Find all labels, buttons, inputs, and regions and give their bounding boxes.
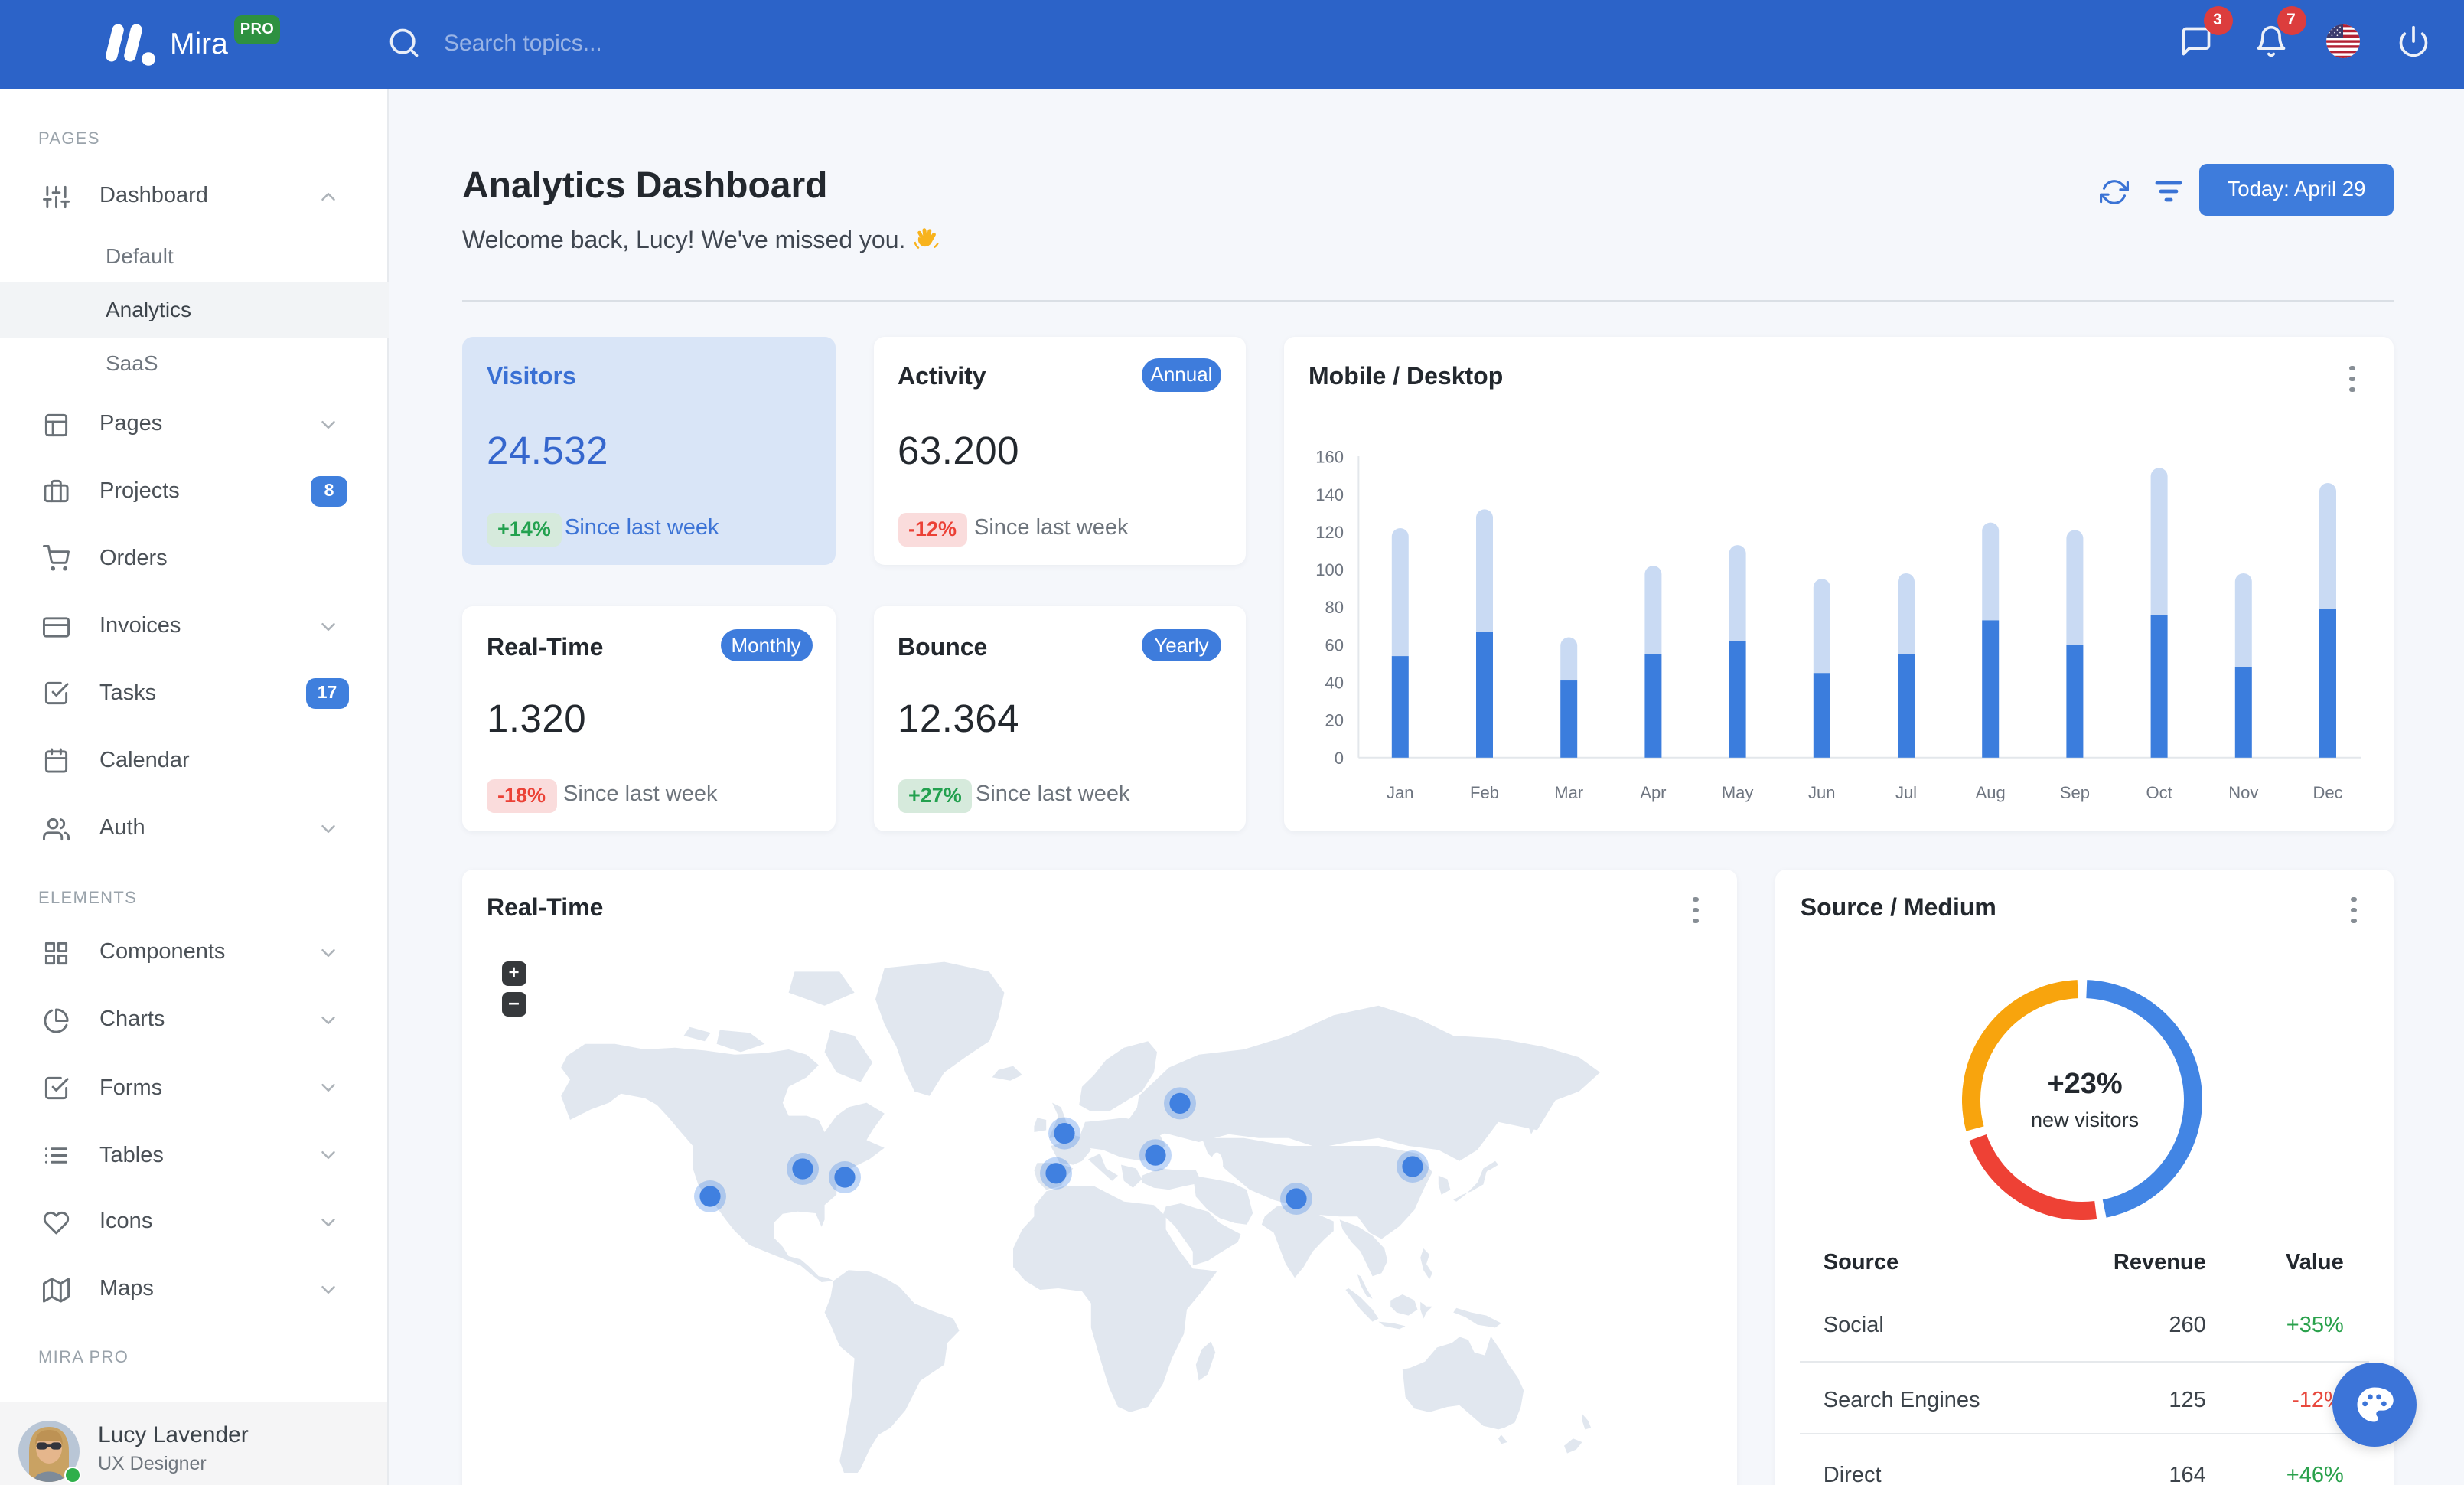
svg-text:Dec: Dec bbox=[2312, 783, 2342, 802]
svg-text:Nov: Nov bbox=[2228, 783, 2258, 802]
svg-text:40: 40 bbox=[1325, 674, 1344, 693]
svg-text:140: 140 bbox=[1315, 485, 1344, 504]
svg-text:100: 100 bbox=[1315, 560, 1344, 579]
svg-text:Apr: Apr bbox=[1640, 783, 1666, 802]
svg-text:120: 120 bbox=[1315, 523, 1344, 542]
svg-text:Aug: Aug bbox=[1976, 783, 2006, 802]
svg-text:20: 20 bbox=[1325, 711, 1344, 730]
svg-text:Jul: Jul bbox=[1895, 783, 1917, 802]
svg-text:Mar: Mar bbox=[1554, 783, 1583, 802]
svg-text:80: 80 bbox=[1325, 598, 1344, 617]
svg-text:60: 60 bbox=[1325, 635, 1344, 654]
svg-text:Jun: Jun bbox=[1808, 783, 1835, 802]
svg-text:160: 160 bbox=[1315, 448, 1344, 467]
svg-text:Sep: Sep bbox=[2060, 783, 2090, 802]
svg-text:May: May bbox=[1722, 783, 1754, 802]
svg-text:Jan: Jan bbox=[1387, 783, 1413, 802]
svg-text:Feb: Feb bbox=[1470, 783, 1499, 802]
svg-text:0: 0 bbox=[1335, 749, 1344, 768]
svg-text:Oct: Oct bbox=[2146, 783, 2172, 802]
